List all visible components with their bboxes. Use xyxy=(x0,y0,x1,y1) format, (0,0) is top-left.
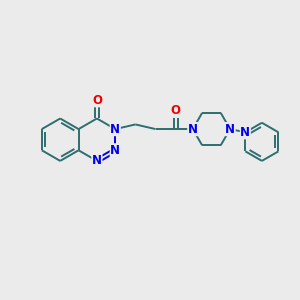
Text: O: O xyxy=(92,94,102,107)
Text: N: N xyxy=(225,123,235,136)
Text: N: N xyxy=(92,154,102,167)
Text: N: N xyxy=(110,144,120,157)
Text: O: O xyxy=(171,104,181,117)
Text: N: N xyxy=(188,123,198,136)
Text: N: N xyxy=(240,126,250,139)
Text: N: N xyxy=(110,123,120,136)
